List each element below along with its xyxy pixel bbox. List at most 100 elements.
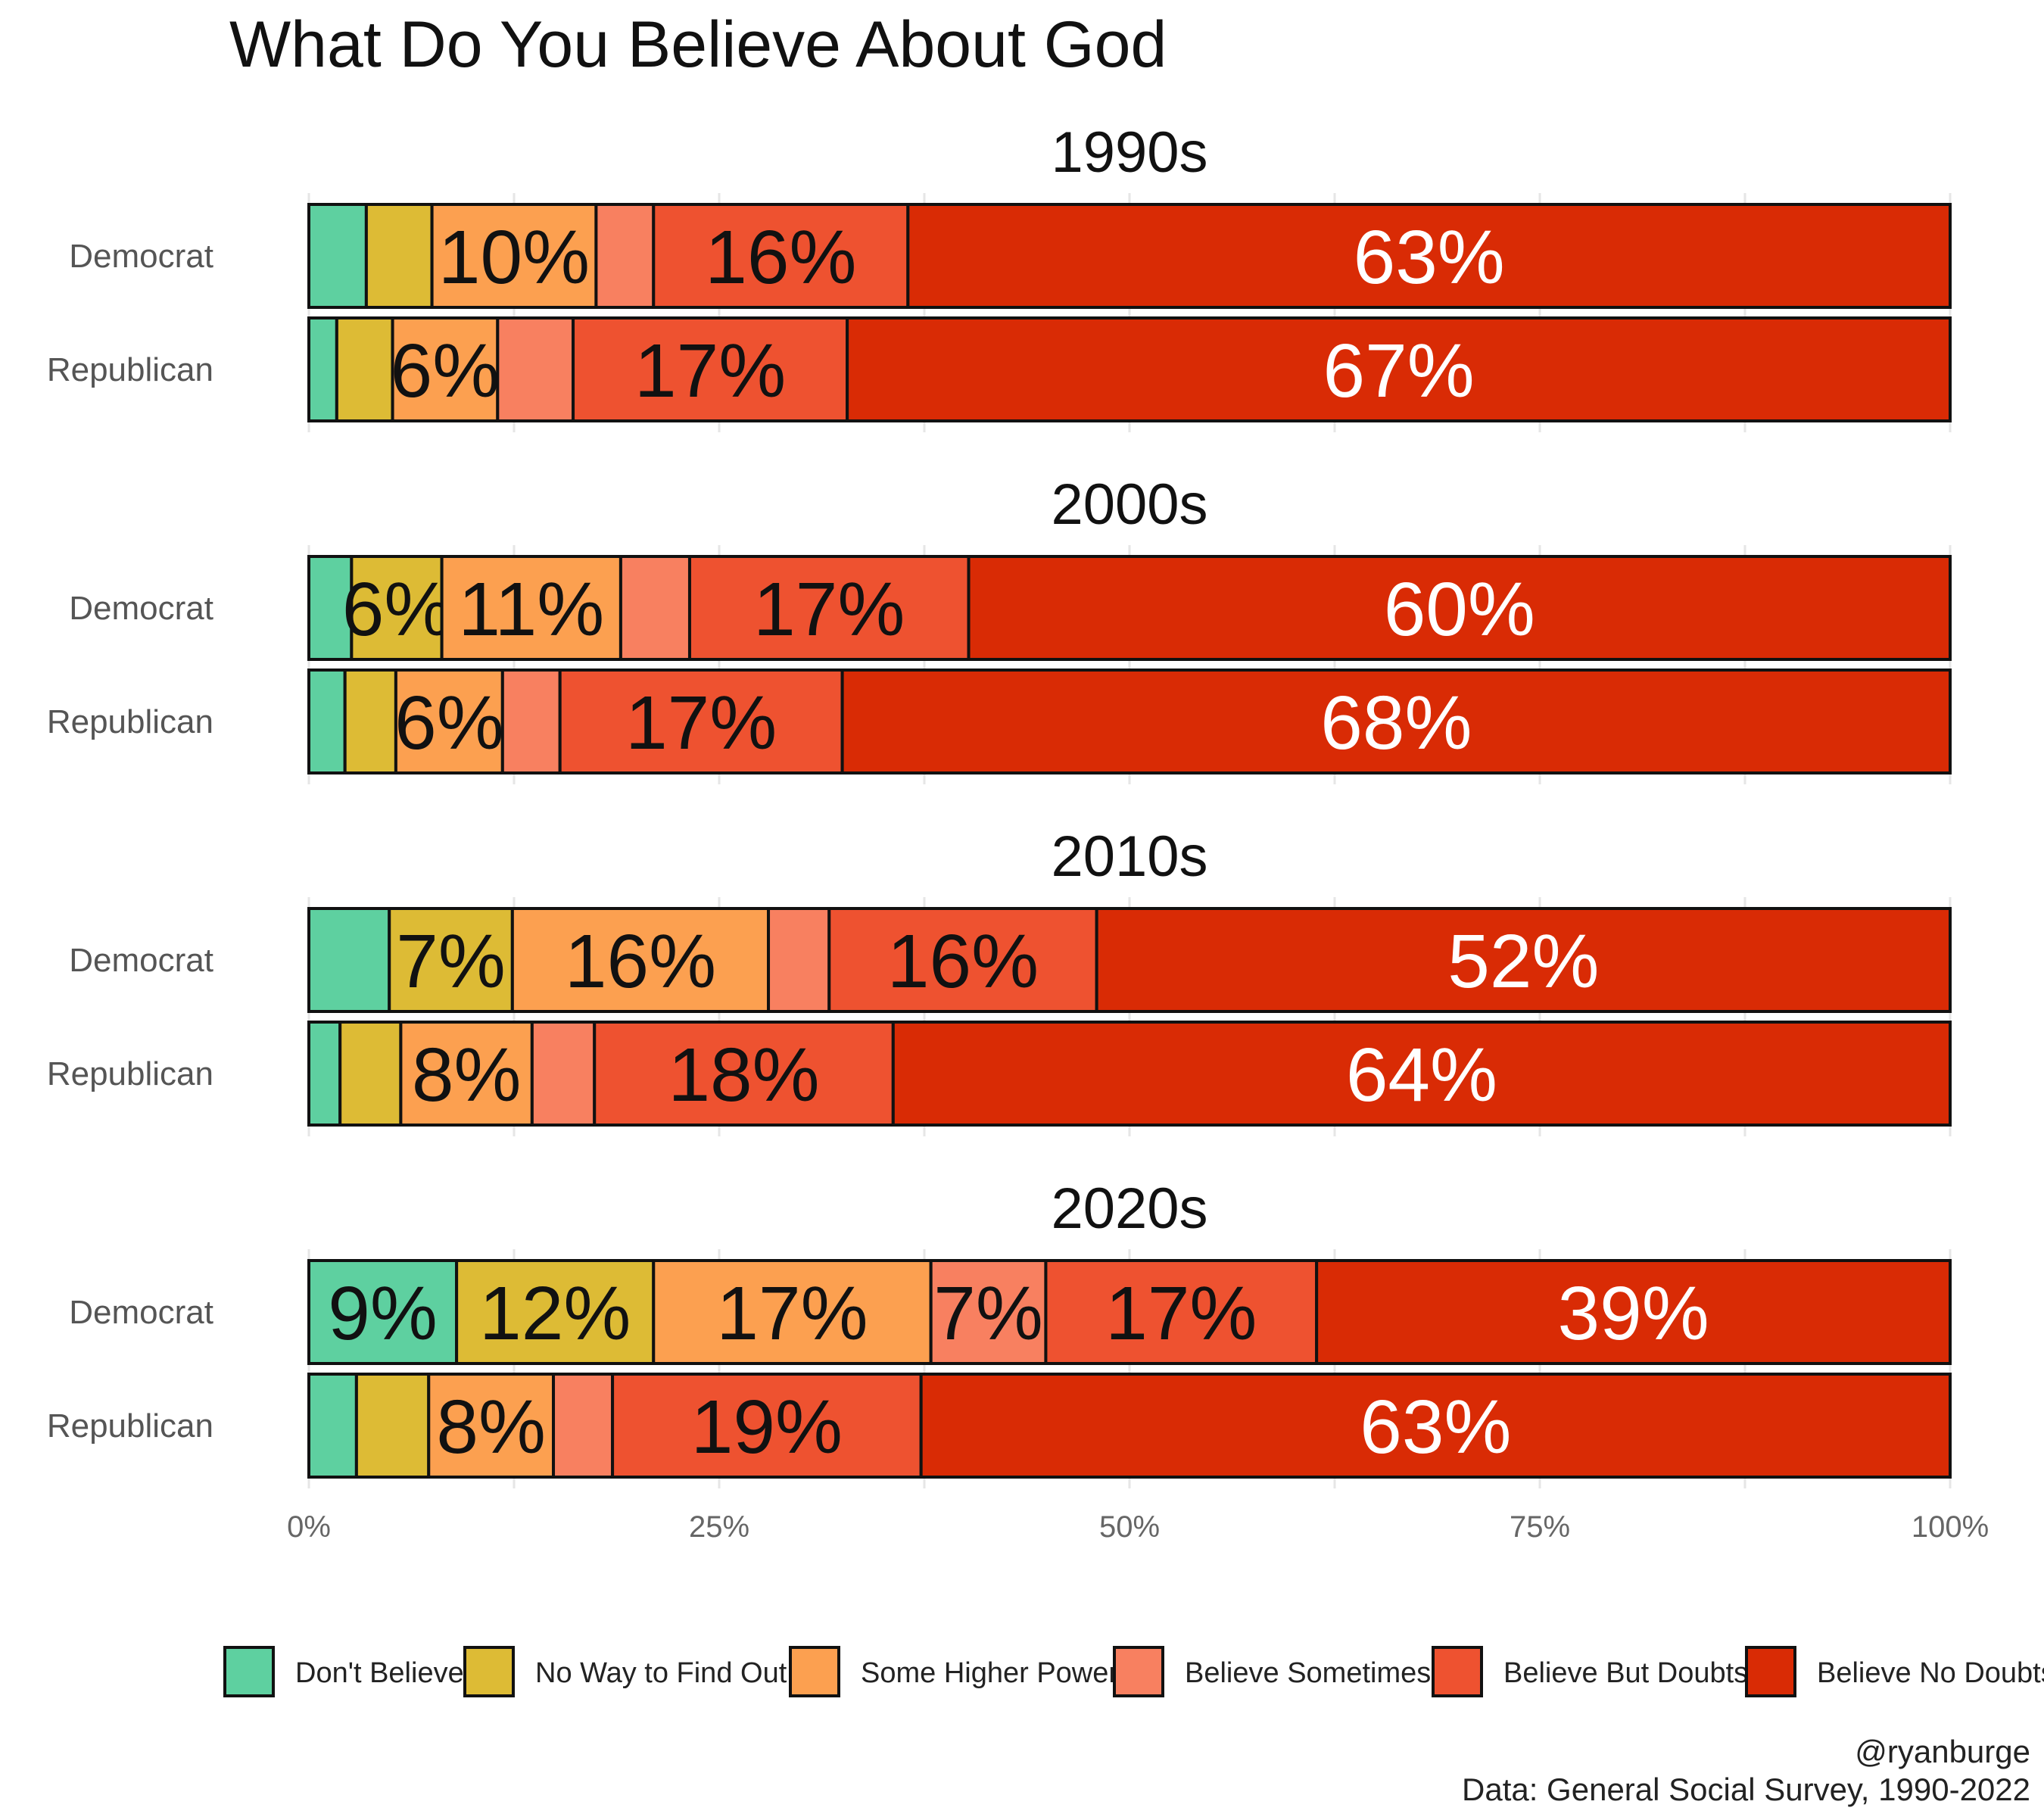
data-label: 17% [716, 1271, 868, 1356]
row-label-democrat: Democrat [69, 1294, 213, 1331]
bar-segment [1315, 1259, 1952, 1365]
data-label: 67% [1323, 329, 1474, 413]
bar-segment [558, 669, 844, 774]
bar-segment [335, 316, 394, 422]
bar-segment [307, 1373, 358, 1479]
bar-segment [307, 555, 354, 661]
bar-segment [767, 907, 831, 1013]
legend: Don't Believe No Way to Find Out Some High… [223, 1646, 2044, 1697]
facet-title: 1990s [1051, 120, 1207, 185]
row-label-republican: Republican [47, 1055, 213, 1092]
data-label: 11% [458, 567, 604, 652]
legend-item: Don't Believe [223, 1646, 464, 1697]
data-label: 19% [691, 1385, 843, 1469]
credit-handle: @ryanburge [1855, 1734, 2030, 1769]
data-label: 7% [933, 1271, 1043, 1356]
legend-swatch [1113, 1646, 1164, 1697]
data-label: 60% [1384, 567, 1535, 652]
row-label-republican: Republican [47, 703, 213, 740]
data-label: 52% [1447, 919, 1599, 1004]
bar-segment [919, 1373, 1952, 1479]
data-label: 18% [668, 1033, 819, 1117]
data-label: 8% [412, 1033, 522, 1117]
row-label-republican: Republican [47, 351, 213, 388]
bar-segment [846, 316, 1952, 422]
facet-2010s: 2010s Democrat 7% 16% 16% 52% Republican 8% 18% 6… [47, 824, 1952, 1127]
bar-segment [618, 555, 691, 661]
x-tick-label: 75% [1510, 1510, 1570, 1544]
legend-label: Don't Believe [295, 1657, 464, 1689]
facet-2020s: 2020s Democrat 9% 12% 17% 7% 17% 39% Republican 8… [47, 1177, 1952, 1479]
legend-item: Believe But Doubts [1432, 1646, 1748, 1697]
legend-label: Believe No Doubts [1817, 1657, 2044, 1689]
bar-segment [307, 1021, 342, 1127]
bar-segment [929, 1259, 1048, 1365]
bar-segment [394, 669, 504, 774]
legend-item: No Way to Find Out [463, 1646, 787, 1697]
bar-segment [350, 555, 444, 661]
bar-segment [440, 555, 622, 661]
facets: 1990s Democrat 10% 16% 63% Republican 6% 17% 67%… [47, 120, 1952, 1479]
bar-segment [530, 1021, 597, 1127]
bar-segment [552, 1373, 615, 1479]
data-label: 6% [342, 567, 452, 652]
bar-segment [594, 203, 656, 309]
bar-segment [687, 555, 971, 661]
data-label: 17% [753, 567, 905, 652]
bar-segment [593, 1021, 895, 1127]
data-label: 12% [479, 1271, 631, 1356]
bar-segment [500, 669, 562, 774]
bar-segment [1044, 1259, 1319, 1365]
bar-segment [307, 203, 368, 309]
bar-segment [827, 907, 1098, 1013]
bar-segment [343, 669, 397, 774]
bar-segment [338, 1021, 403, 1127]
legend-swatch [223, 1646, 275, 1697]
row-label-democrat: Democrat [69, 590, 213, 627]
data-label: 64% [1346, 1033, 1497, 1117]
data-label: 9% [328, 1271, 438, 1356]
x-tick-label: 100% [1912, 1510, 1989, 1544]
x-tick-label: 50% [1099, 1510, 1160, 1544]
bar-segment [307, 669, 347, 774]
legend-swatch [1745, 1646, 1796, 1697]
bar-segment [307, 1259, 459, 1365]
facet-title: 2020s [1051, 1177, 1207, 1241]
data-label: 17% [634, 329, 786, 413]
bar-segment [399, 1021, 534, 1127]
data-label: 6% [391, 329, 500, 413]
legend-item: Believe No Doubts [1745, 1646, 2044, 1697]
bar-segment [354, 1373, 431, 1479]
credit-source: Data: General Social Survey, 1990-2022 [1462, 1772, 2030, 1807]
legend-swatch [789, 1646, 840, 1697]
data-label: 10% [438, 215, 590, 300]
legend-label: No Way to Find Out [535, 1657, 787, 1689]
bar-segment [1095, 907, 1952, 1013]
bar-segment [967, 555, 1952, 661]
data-label: 6% [394, 681, 504, 765]
bar-segment [307, 907, 391, 1013]
bar-segment [391, 316, 500, 422]
bar-segment [510, 907, 771, 1013]
data-label: 16% [887, 919, 1039, 1004]
x-tick-label: 25% [689, 1510, 749, 1544]
bar-segment [906, 203, 1952, 309]
bar-segment [891, 1021, 1952, 1127]
data-label: 8% [436, 1385, 546, 1469]
legend-swatch [463, 1646, 515, 1697]
data-label: 39% [1557, 1271, 1709, 1356]
legend-item: Some Higher Power [789, 1646, 1118, 1697]
bar-segment [307, 316, 338, 422]
chart-title: What Do You Believe About God [229, 8, 1167, 81]
x-tick-label: 0% [287, 1510, 331, 1544]
data-label: 17% [625, 681, 777, 765]
row-label-democrat: Democrat [69, 238, 213, 275]
bar-segment [572, 316, 849, 422]
bar-segment [496, 316, 575, 422]
x-axis: 0% 25% 50% 75% 100% [287, 1510, 1989, 1544]
data-label: 16% [565, 919, 716, 1004]
bar-segment [455, 1259, 656, 1365]
legend-label: Believe Sometimes [1185, 1657, 1431, 1689]
row-label-republican: Republican [47, 1407, 213, 1445]
